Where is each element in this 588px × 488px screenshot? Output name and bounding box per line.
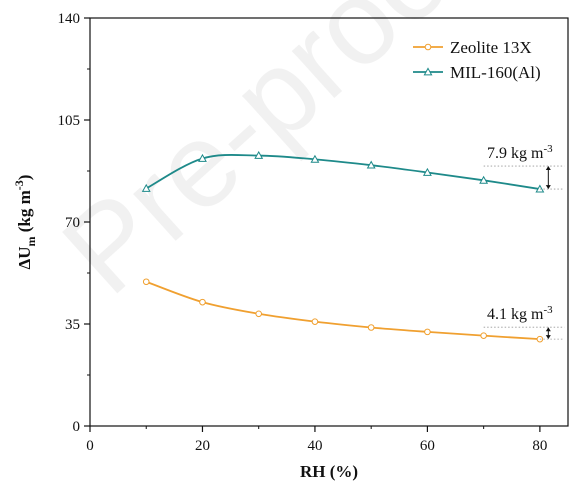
data-point-zeolite-13x: [199, 298, 206, 306]
data-point-mil-160-al: [254, 150, 264, 159]
annotation-arrow-head: [545, 335, 551, 340]
y-tick-label: 35: [65, 317, 80, 333]
x-tick-label: 0: [86, 438, 94, 454]
data-point-zeolite-13x: [367, 324, 375, 331]
legend-marker-mil-160-al: [423, 67, 433, 76]
annotation-label: 4.1 kg m-3: [487, 304, 553, 323]
series-line-zeolite-13x: [145, 280, 540, 341]
x-axis-title: RH (%): [300, 462, 358, 481]
legend: Zeolite 13X MIL-160(Al): [413, 38, 541, 82]
annotation-arrow-head: [545, 327, 551, 332]
data-point-zeolite-13x: [424, 328, 431, 336]
data-point-mil-160-al: [198, 153, 207, 162]
annotation-label: 7.9 kg m-3: [487, 143, 553, 162]
data-point-mil-160-al: [141, 183, 151, 192]
y-tick-label: 105: [58, 113, 81, 129]
y-tick-label: 140: [58, 11, 81, 27]
legend-label-zeolite-13x: Zeolite 13X: [450, 38, 532, 57]
data-point-zeolite-13x: [311, 318, 319, 325]
data-point-mil-160-al: [422, 167, 432, 176]
legend-label-mil-160-al: MIL-160(Al): [450, 63, 541, 82]
x-tick-label: 80: [532, 438, 547, 454]
data-point-zeolite-13x: [255, 310, 263, 318]
legend-marker-zeolite-13x: [424, 43, 432, 51]
annotation-arrow-head: [545, 185, 551, 190]
data-point-zeolite-13x: [142, 278, 150, 286]
y-tick-label: 70: [65, 215, 80, 231]
data-point-mil-160-al: [366, 160, 376, 169]
annotation-arrow-head: [545, 166, 551, 171]
y-tick-label: 0: [73, 419, 81, 435]
plot-area: 0 20 40 60 80 0 35 70 105 140 RH (%) ΔUm (kg m-3) 7.…: [12, 11, 569, 481]
x-tick-label: 40: [307, 438, 322, 454]
x-tick-label: 60: [420, 438, 435, 454]
x-tick-label: 20: [195, 438, 210, 454]
y-axis-title: ΔUm (kg m-3): [12, 175, 38, 270]
data-point-mil-160-al: [310, 154, 320, 163]
data-point-mil-160-al: [479, 175, 489, 184]
data-point-zeolite-13x: [480, 332, 487, 339]
